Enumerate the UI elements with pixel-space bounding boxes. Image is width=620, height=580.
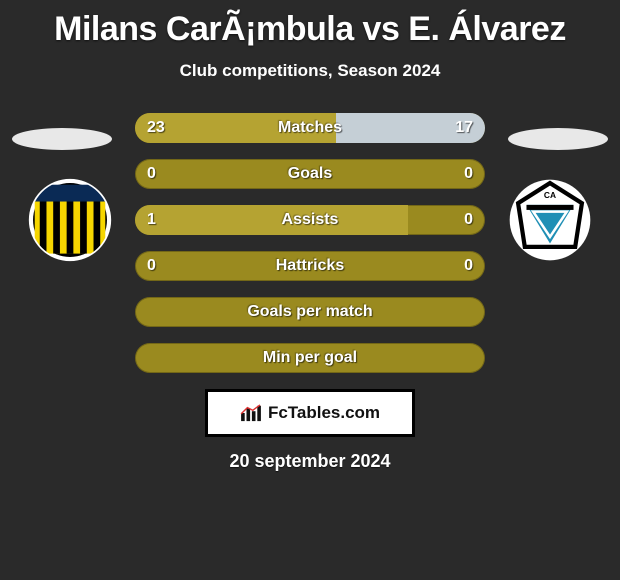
stat-row: 10Assists [135,205,485,235]
stats-bars: 2317Matches00Goals10Assists00HattricksGo… [135,113,485,373]
stat-bar-left-fill [135,205,408,235]
stat-row: 2317Matches [135,113,485,143]
footer-date: 20 september 2024 [0,451,620,472]
stat-value-left: 0 [135,251,168,281]
stat-row: Min per goal [135,343,485,373]
stat-label: Min per goal [135,343,485,373]
club-crest-right: CA [508,178,592,262]
player-avatar-right-placeholder [508,128,608,150]
stat-label: Hattricks [135,251,485,281]
stat-row: Goals per match [135,297,485,327]
stat-value-right: 0 [452,251,485,281]
club-crest-left [28,178,112,262]
stat-value-right: 0 [452,205,485,235]
stat-value-right: 0 [452,159,485,189]
stat-value-left: 0 [135,159,168,189]
stat-bar-right-fill [336,113,485,143]
brand-box: FcTables.com [205,389,415,437]
stat-row: 0 0Goals [135,159,485,189]
brand-text: FcTables.com [268,403,380,423]
svg-text:CA: CA [544,190,556,200]
stat-label: Goals [135,159,485,189]
page-title: Milans CarÃ¡mbula vs E. Álvarez [0,0,620,49]
player-avatar-left-placeholder [12,128,112,150]
stat-bar-left-fill [135,113,336,143]
brand-chart-icon [240,404,262,422]
stat-row: 0 0Hattricks [135,251,485,281]
page-subtitle: Club competitions, Season 2024 [0,61,620,81]
stat-label: Goals per match [135,297,485,327]
